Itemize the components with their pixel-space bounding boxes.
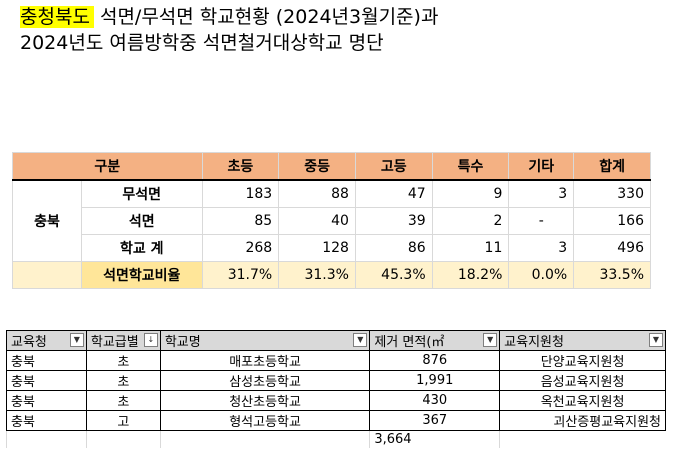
cell bbox=[6, 430, 87, 448]
cell: 876 bbox=[369, 350, 501, 371]
filter-dropdown-icon[interactable]: ▼ bbox=[353, 333, 368, 347]
cell: 47 bbox=[354, 179, 433, 208]
region-cell: 충북 bbox=[12, 179, 82, 262]
cell: 86 bbox=[354, 234, 433, 262]
total-row: 3,664 bbox=[6, 430, 666, 448]
header-office-label: 교육청 bbox=[11, 335, 47, 350]
title-line-1: 충청북도 석면/무석면 학교현황 (2024년3월기준)과 bbox=[20, 4, 438, 30]
cell: - bbox=[508, 207, 575, 235]
header-middle: 중등 bbox=[278, 152, 356, 181]
summary-row: 석면 85 40 39 2 - 166 bbox=[13, 207, 651, 235]
header-level: 학교급별 ↓ bbox=[85, 330, 161, 351]
filter-active-icon[interactable]: ▼ bbox=[69, 333, 84, 347]
header-total: 합계 bbox=[573, 152, 651, 181]
cell: 367 bbox=[369, 410, 501, 431]
summary-ratio-row: 석면학교비율 31.7% 31.3% 45.3% 18.2% 0.0% 33.5… bbox=[12, 261, 651, 289]
row-label: 석면 bbox=[81, 207, 203, 235]
summary-table: 구분 초등 중등 고등 특수 기타 합계 충북 무석면 183 88 47 9 … bbox=[12, 152, 651, 289]
cell bbox=[499, 430, 666, 448]
cell: 음성교육지원청 bbox=[499, 370, 666, 391]
summary-row: 충북 무석면 183 88 47 9 3 330 bbox=[12, 179, 651, 262]
cell: 충북 bbox=[6, 370, 87, 391]
row-label: 무석면 bbox=[81, 179, 203, 208]
cell: 충북 bbox=[6, 350, 87, 371]
table-row: 충북 고 형석고등학교 367 괴산증평교육지원청 bbox=[6, 410, 666, 431]
cell: 청산초등학교 bbox=[159, 390, 371, 411]
cell: 초 bbox=[85, 390, 161, 411]
cell: 166 bbox=[573, 207, 651, 235]
cell: 0.0% bbox=[508, 261, 575, 289]
cell: 고 bbox=[85, 410, 161, 431]
cell: 330 bbox=[573, 179, 651, 208]
row-label: 학교 계 bbox=[81, 234, 203, 262]
cell: 183 bbox=[201, 179, 280, 208]
cell: 11 bbox=[431, 234, 510, 262]
cell: 496 bbox=[573, 234, 651, 262]
cell: 단양교육지원청 bbox=[499, 350, 666, 371]
header-high: 고등 bbox=[354, 152, 433, 181]
header-district-label: 교육지원청 bbox=[504, 335, 564, 350]
cell: 268 bbox=[201, 234, 280, 262]
table-row: 충북 초 청산초등학교 430 옥천교육지원청 bbox=[6, 390, 666, 411]
cell: 18.2% bbox=[431, 261, 510, 289]
cell: 128 bbox=[278, 234, 356, 262]
header-elementary: 초등 bbox=[201, 152, 280, 181]
cell: 초 bbox=[85, 370, 161, 391]
cell: 430 bbox=[369, 390, 501, 411]
header-other: 기타 bbox=[508, 152, 575, 181]
cell bbox=[85, 430, 161, 448]
header-school-label: 학교명 bbox=[164, 335, 201, 350]
cell: 33.5% bbox=[573, 261, 651, 289]
header-level-label: 학교급별 bbox=[90, 335, 139, 350]
cell: 31.3% bbox=[278, 261, 356, 289]
header-special: 특수 bbox=[431, 152, 510, 181]
cell: 39 bbox=[354, 207, 433, 235]
removal-list-table: 교육청 ▼ 학교급별 ↓ 학교명 ▼ 제거 면적(㎡ ▼ 교육지원청 ▼ 충북 초 매포초… bbox=[6, 330, 666, 448]
total-area-value: 3,664 bbox=[369, 430, 500, 448]
header-office: 교육청 ▼ bbox=[6, 330, 87, 351]
cell: 3 bbox=[508, 234, 575, 262]
cell: 형석고등학교 bbox=[159, 410, 371, 431]
cell: 초 bbox=[85, 350, 161, 371]
header-district: 교육지원청 ▼ bbox=[499, 330, 666, 351]
table-row: 충북 초 매포초등학교 876 단양교육지원청 bbox=[6, 350, 666, 371]
region-blank-cell bbox=[12, 261, 82, 289]
cell bbox=[159, 430, 370, 448]
title-region-highlight: 충청북도 bbox=[20, 6, 94, 28]
filter-dropdown-icon[interactable]: ▼ bbox=[649, 333, 663, 347]
cell: 88 bbox=[278, 179, 356, 208]
header-category: 구분 bbox=[12, 152, 203, 181]
cell: 85 bbox=[201, 207, 280, 235]
cell: 삼성초등학교 bbox=[159, 370, 371, 391]
row-label: 석면학교비율 bbox=[81, 261, 203, 289]
cell: 괴산증평교육지원청 bbox=[499, 410, 666, 431]
header-school: 학교명 ▼ bbox=[159, 330, 371, 351]
title-line-1-text: 석면/무석면 학교현황 (2024년3월기준)과 bbox=[93, 6, 439, 28]
sort-filter-icon[interactable]: ↓ bbox=[143, 333, 158, 347]
cell: 45.3% bbox=[354, 261, 433, 289]
cell: 3 bbox=[508, 179, 575, 208]
title-line-2: 2024년도 여름방학중 석면철거대상학교 명단 bbox=[20, 32, 384, 54]
cell: 매포초등학교 bbox=[159, 350, 371, 371]
header-area-label: 제거 면적(㎡ bbox=[374, 335, 445, 350]
cell: 1,991 bbox=[369, 370, 501, 391]
filter-dropdown-icon[interactable]: ▼ bbox=[483, 333, 498, 347]
cell: 9 bbox=[431, 179, 510, 208]
cell: 2 bbox=[431, 207, 510, 235]
summary-row: 학교 계 268 128 86 11 3 496 bbox=[13, 234, 651, 262]
cell: 충북 bbox=[6, 410, 87, 431]
table-row: 충북 초 삼성초등학교 1,991 음성교육지원청 bbox=[6, 370, 666, 391]
header-area: 제거 면적(㎡ ▼ bbox=[369, 330, 501, 351]
list-header-row: 교육청 ▼ 학교급별 ↓ 학교명 ▼ 제거 면적(㎡ ▼ 교육지원청 ▼ bbox=[6, 330, 666, 351]
document-title: 충청북도 석면/무석면 학교현황 (2024년3월기준)과 2024년도 여름방… bbox=[20, 4, 438, 56]
cell: 40 bbox=[278, 207, 356, 235]
cell: 옥천교육지원청 bbox=[499, 390, 666, 411]
cell: 31.7% bbox=[201, 261, 280, 289]
summary-header-row: 구분 초등 중등 고등 특수 기타 합계 bbox=[12, 152, 651, 181]
cell: 충북 bbox=[6, 390, 87, 411]
